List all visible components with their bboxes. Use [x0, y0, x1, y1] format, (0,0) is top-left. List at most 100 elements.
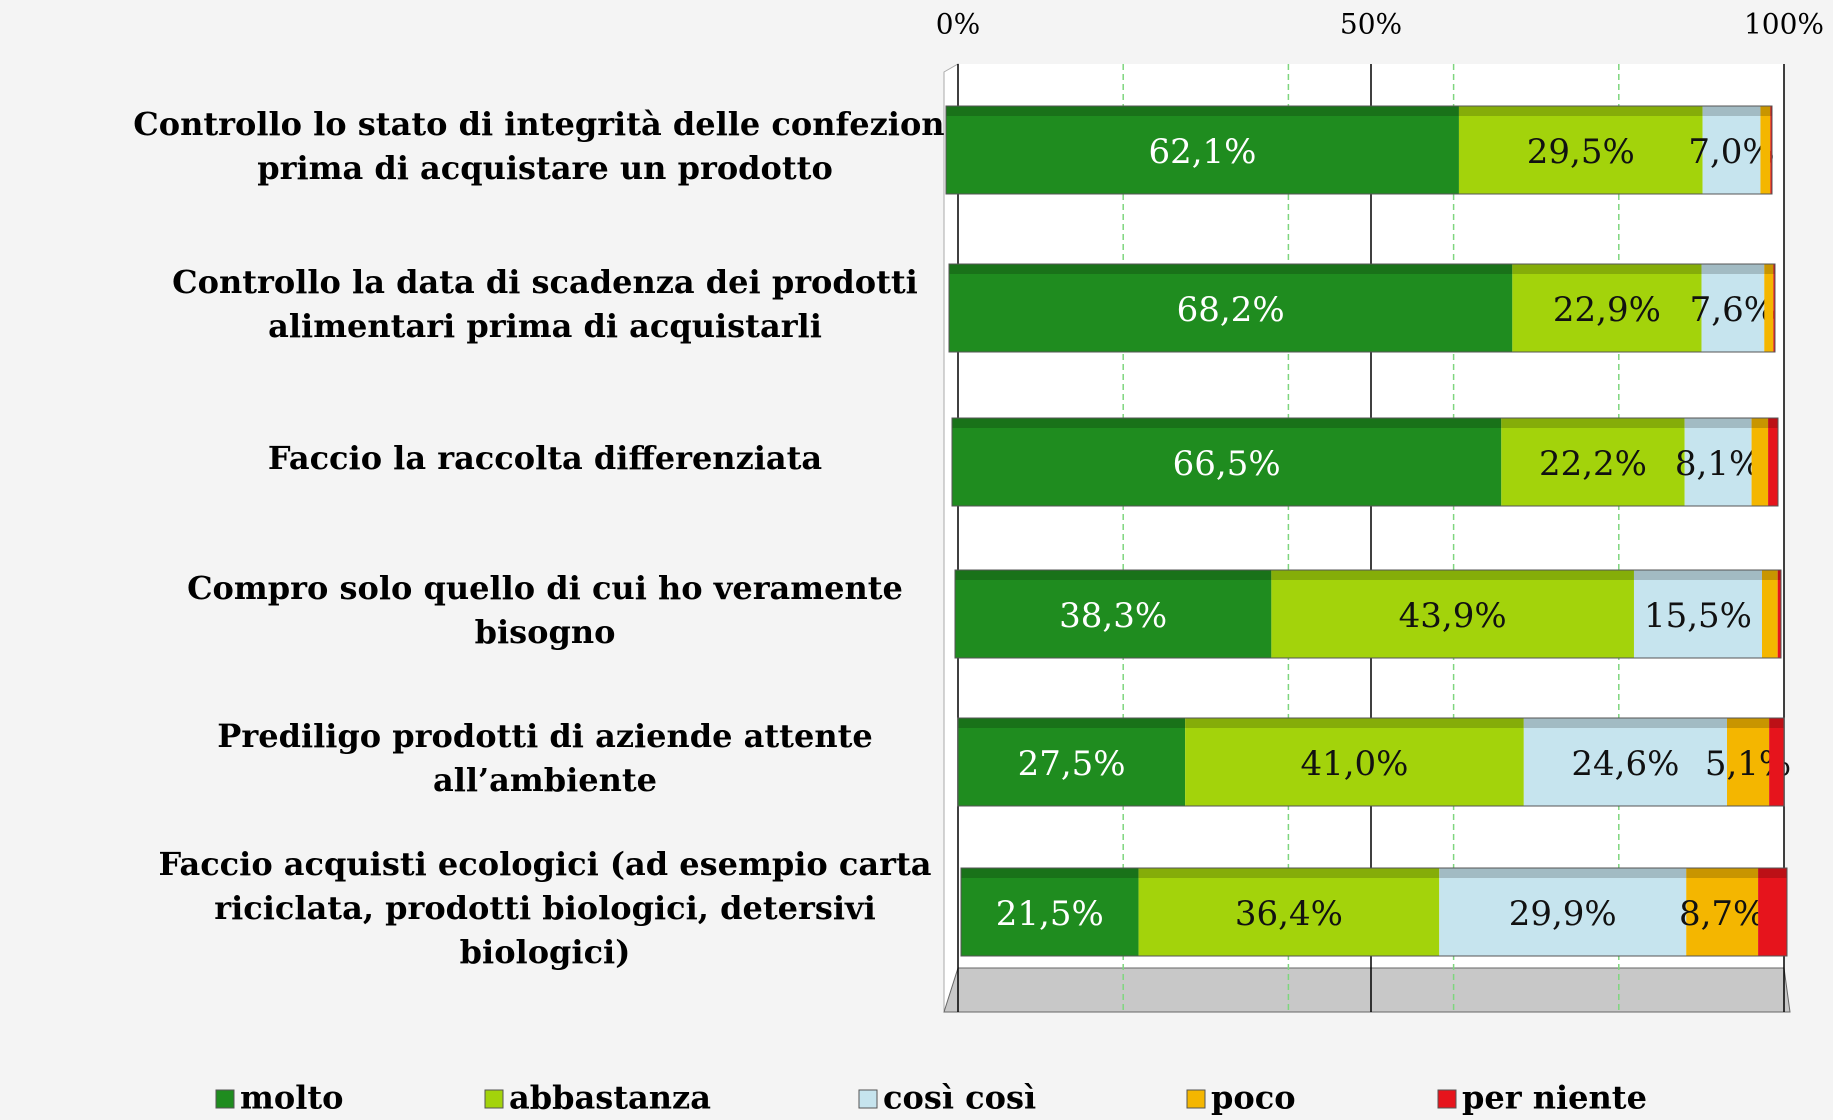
- bar-segment: [1501, 418, 1685, 506]
- value-label: 68,2%: [1177, 290, 1285, 330]
- bar-top: [1138, 868, 1440, 878]
- bar-outline: [948, 263, 1776, 353]
- bar-outline: [951, 417, 1779, 507]
- floor: [943, 967, 1791, 1013]
- category-label: Controllo la data di scadenza dei prodot…: [172, 263, 918, 345]
- bar-top: [1501, 418, 1685, 428]
- value-label: 7,0%: [1688, 132, 1774, 172]
- value-label: 21,5%: [996, 894, 1104, 934]
- bar-top: [961, 868, 1139, 878]
- bar-top: [1727, 718, 1770, 728]
- x-tick-label: 50%: [1340, 8, 1402, 41]
- value-label: 29,5%: [1527, 132, 1635, 172]
- bar-top: [949, 264, 1513, 274]
- value-label: 7,6%: [1690, 290, 1776, 330]
- bar-top: [1768, 418, 1778, 428]
- bar-segment: [1770, 106, 1772, 194]
- legend-label: abbastanza: [509, 1079, 711, 1117]
- bar-segment: [961, 868, 1139, 956]
- legend-swatch: [215, 1089, 235, 1109]
- bar-segment: [1512, 264, 1702, 352]
- bar-top: [1512, 264, 1702, 274]
- bar-segment: [1773, 264, 1775, 352]
- bar-top: [1633, 570, 1763, 580]
- bar-top: [1702, 106, 1761, 116]
- category-label: Faccio la raccolta differenziata: [268, 439, 822, 477]
- bar-segment: [1777, 570, 1781, 658]
- bar-top: [958, 718, 1186, 728]
- value-label: 62,1%: [1148, 132, 1256, 172]
- value-label: 29,9%: [1509, 894, 1617, 934]
- bar-segment: [1762, 570, 1778, 658]
- legend-swatch: [858, 1089, 878, 1109]
- bar-segment: [1271, 570, 1634, 658]
- value-label: 8,1%: [1675, 444, 1761, 484]
- bar-segment: [946, 106, 1459, 194]
- legend-label: per niente: [1462, 1079, 1647, 1117]
- bar-segment: [1633, 570, 1763, 658]
- x-tick-label: 100%: [1744, 8, 1824, 41]
- bar-top: [946, 106, 1459, 116]
- value-label: 15,5%: [1644, 596, 1752, 636]
- bar-top: [1770, 106, 1772, 116]
- bar-outline: [960, 867, 1788, 957]
- bar-segment: [1758, 868, 1787, 956]
- bar-segment: [1769, 718, 1784, 806]
- bar-outline: [945, 105, 1773, 195]
- bar-outline: [957, 717, 1785, 807]
- bar-top: [1762, 570, 1778, 580]
- bar-top: [1751, 418, 1769, 428]
- value-label: 24,6%: [1571, 744, 1679, 784]
- value-label: 22,2%: [1539, 444, 1647, 484]
- bar-segment: [949, 264, 1513, 352]
- bar-segment: [952, 418, 1502, 506]
- bar-segment: [1764, 264, 1774, 352]
- bar-segment: [1138, 868, 1440, 956]
- bar-top: [1777, 570, 1781, 580]
- x-tick-label: 0%: [936, 8, 980, 41]
- bar-segment: [955, 570, 1272, 658]
- bar-segment: [958, 718, 1186, 806]
- bar-segment: [1760, 106, 1771, 194]
- legend-label: così così: [883, 1079, 1036, 1117]
- legend-swatch: [1437, 1089, 1457, 1109]
- bar-top: [1764, 264, 1774, 274]
- bar-outline: [954, 569, 1782, 659]
- category-label: Controllo lo stato di integrità delle co…: [133, 105, 956, 187]
- bar-top: [1701, 264, 1765, 274]
- bar-top: [1523, 718, 1728, 728]
- bar-top: [1185, 718, 1524, 728]
- category-label: Faccio acquisti ecologici (ad esempio ca…: [158, 845, 931, 971]
- category-label: Compro solo quello di cui ho veramente bi…: [187, 569, 903, 651]
- value-label: 41,0%: [1300, 744, 1408, 784]
- bar-top: [1458, 106, 1703, 116]
- legend-label: poco: [1211, 1079, 1296, 1117]
- bar-top: [1439, 868, 1687, 878]
- bar-top: [1769, 718, 1784, 728]
- value-label: 36,4%: [1235, 894, 1343, 934]
- bar-segment: [1686, 868, 1759, 956]
- bar-segment: [1458, 106, 1703, 194]
- bar-segment: [1185, 718, 1524, 806]
- value-label: 8,7%: [1679, 894, 1765, 934]
- bar-top: [1684, 418, 1752, 428]
- bar-segment: [1523, 718, 1728, 806]
- bar-segment: [1768, 418, 1778, 506]
- bar-top: [955, 570, 1272, 580]
- bar-top: [952, 418, 1502, 428]
- bar-segment: [1439, 868, 1687, 956]
- legend-label: molto: [240, 1079, 343, 1117]
- legend-swatch: [1186, 1089, 1206, 1109]
- bar-top: [1758, 868, 1787, 878]
- bar-segment: [1702, 106, 1761, 194]
- bar-top: [1686, 868, 1759, 878]
- bar-segment: [1684, 418, 1752, 506]
- bar-top: [1773, 264, 1775, 274]
- legend-swatch: [484, 1089, 504, 1109]
- value-label: 66,5%: [1173, 444, 1281, 484]
- value-label: 43,9%: [1399, 596, 1507, 636]
- value-label: 38,3%: [1059, 596, 1167, 636]
- bar-segment: [1751, 418, 1769, 506]
